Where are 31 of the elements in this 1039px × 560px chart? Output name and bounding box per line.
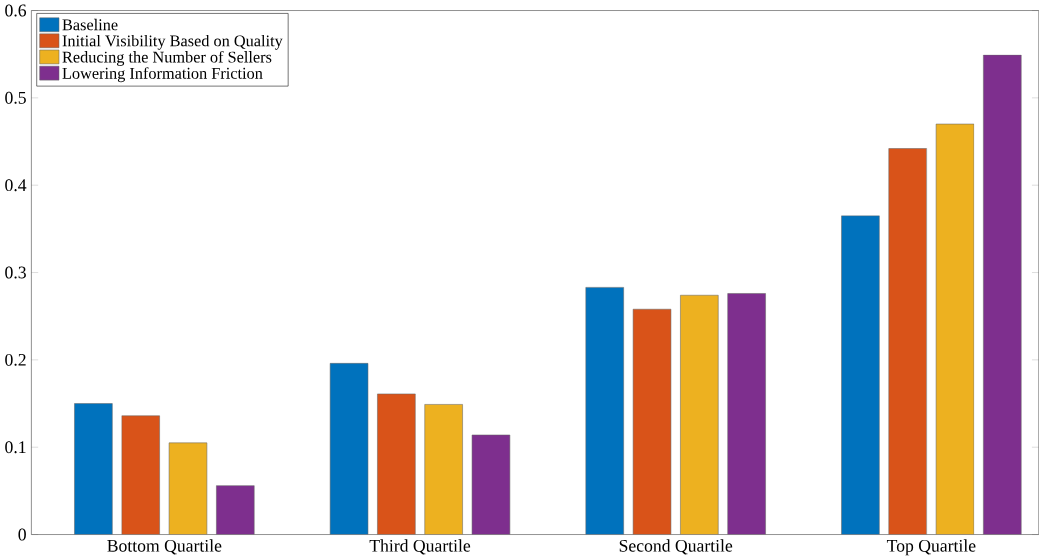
bar [74,403,113,535]
y-tick-label: 0.5 [5,91,26,104]
bar [121,415,160,535]
x-tick-label: Top Quartile [886,539,976,556]
bar [585,287,624,535]
bar [680,295,719,535]
bar [329,363,369,535]
x-tick-label: Bottom Quartile [107,539,222,555]
y-tick-label: 0.4 [5,179,27,192]
bar [632,309,672,535]
x-tick-label: Third Quartile [369,539,471,555]
bar [424,404,463,535]
bar [935,123,975,535]
bar [983,54,1022,535]
x-tick-label: Second Quartile [619,539,733,555]
bar [471,434,511,535]
bar [377,393,416,535]
legend-label: Reducing the Number of Sellers [62,51,272,66]
bar [841,215,880,535]
legend-label: Baseline [62,18,118,31]
y-tick-label: 0.1 [5,441,26,454]
y-tick-label: 0 [18,528,26,541]
y-tick-label: 0.6 [5,4,27,17]
y-tick-label: 0.2 [5,353,26,366]
bar [168,442,208,535]
bar [888,148,927,535]
legend-label: Initial Visibility Based on Quality [62,34,283,50]
bar [216,485,255,535]
y-tick-label: 0.3 [5,266,26,279]
bar [727,293,766,535]
legend-label: Lowering Information Friction [62,67,263,83]
